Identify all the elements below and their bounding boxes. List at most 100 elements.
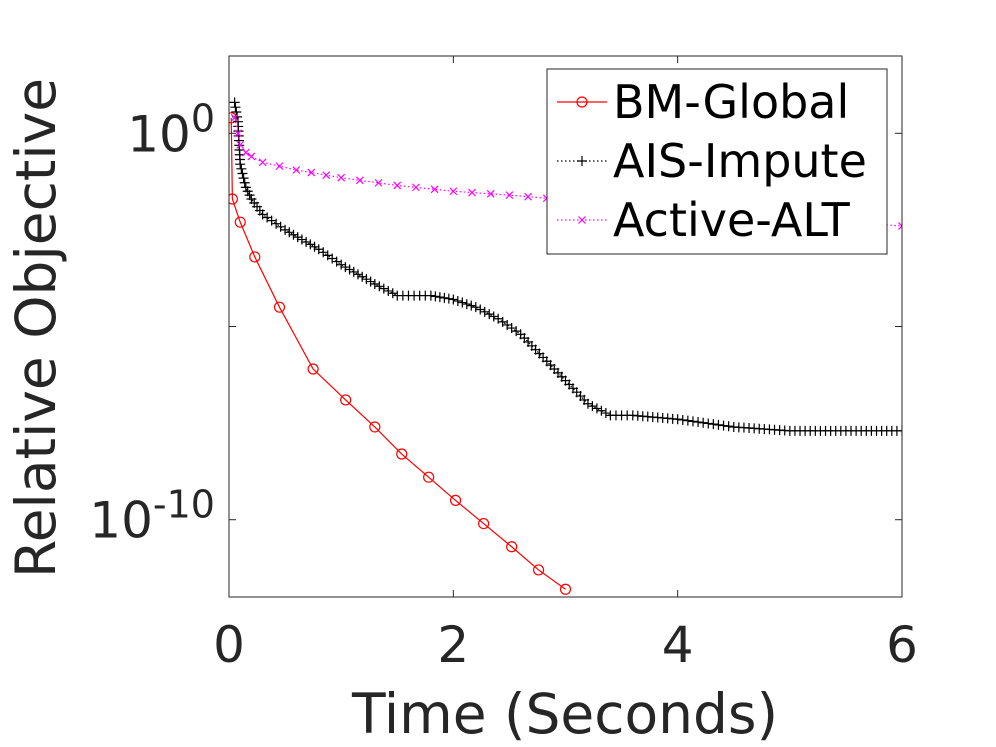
data-point <box>239 177 250 188</box>
data-point <box>258 158 267 167</box>
series-line-ais-impute <box>234 102 902 432</box>
data-point <box>238 173 249 184</box>
data-point <box>470 302 481 313</box>
data-point <box>344 264 355 275</box>
data-point <box>698 417 709 428</box>
data-point <box>448 294 459 305</box>
data-point <box>677 414 688 425</box>
data-point <box>288 229 299 240</box>
data-point <box>365 276 376 287</box>
data-point <box>423 471 435 483</box>
data-point <box>235 159 246 170</box>
data-point <box>430 291 441 302</box>
data-point <box>449 494 462 506</box>
data-point <box>443 293 454 304</box>
data-point <box>387 288 398 299</box>
legend-label: Active-ALT <box>613 193 851 247</box>
data-point <box>672 414 683 425</box>
legend-marker <box>578 216 586 224</box>
data-point <box>718 420 729 431</box>
y-tick-label: 10-10 <box>89 483 215 550</box>
data-point <box>275 162 284 171</box>
data-point <box>292 232 303 243</box>
data-point <box>369 278 380 289</box>
data-point <box>475 304 486 315</box>
data-point <box>229 97 240 108</box>
data-point <box>273 301 286 313</box>
data-point <box>236 140 245 149</box>
data-point <box>484 309 495 320</box>
x-tick-label: 4 <box>662 616 694 674</box>
data-point <box>352 269 363 280</box>
data-point <box>505 191 514 200</box>
legend-label: AIS-Impute <box>613 134 867 188</box>
data-point <box>486 189 495 198</box>
data-point <box>600 408 611 419</box>
data-point <box>478 517 490 530</box>
legend-marker <box>577 156 587 166</box>
data-point <box>596 405 607 416</box>
data-point <box>412 183 420 192</box>
data-point <box>230 102 241 113</box>
data-point <box>322 171 331 180</box>
data-point <box>229 112 237 124</box>
data-point <box>355 176 364 185</box>
data-point <box>307 363 319 375</box>
legend-box <box>546 68 888 255</box>
ticks-layer: 0 2 4 6 10-10 100 <box>89 56 918 674</box>
data-point <box>591 403 602 414</box>
data-point <box>374 178 383 187</box>
data-point <box>369 421 381 433</box>
x-tick-label: 2 <box>437 616 469 674</box>
data-point <box>687 416 698 427</box>
data-point <box>348 266 359 277</box>
data-point <box>361 274 372 285</box>
data-point <box>296 234 307 245</box>
data-point <box>237 168 248 179</box>
y-tick-label: 100 <box>127 96 215 163</box>
series-bm-global <box>229 112 572 595</box>
data-point <box>693 417 704 428</box>
data-point <box>524 192 533 201</box>
y-axis-title: Relative Objective <box>4 78 68 578</box>
data-point <box>468 188 476 197</box>
data-point <box>439 292 450 303</box>
data-point <box>241 148 250 157</box>
x-tick-label: 6 <box>886 616 918 674</box>
x-tick-label: 0 <box>213 616 245 674</box>
data-point <box>449 187 458 196</box>
data-point <box>466 300 477 311</box>
data-point <box>713 419 724 430</box>
data-point <box>559 583 572 595</box>
data-point <box>234 129 242 138</box>
data-point <box>374 281 385 292</box>
x-axis-title: Time (Seconds) <box>351 682 778 746</box>
data-point <box>457 297 468 308</box>
data-point <box>532 564 545 576</box>
data-point <box>340 394 352 406</box>
data-point <box>378 283 389 294</box>
data-point <box>383 285 394 296</box>
data-point <box>723 421 734 432</box>
data-point <box>337 173 346 182</box>
data-point <box>307 168 316 177</box>
data-point <box>234 216 246 228</box>
data-point <box>430 185 439 194</box>
data-point <box>340 262 351 273</box>
data-point <box>280 224 291 235</box>
data-point <box>587 401 598 412</box>
legend-marker <box>576 96 588 108</box>
data-point <box>284 227 295 238</box>
series-ais-impute <box>229 97 902 436</box>
data-point <box>682 415 693 426</box>
data-point <box>897 425 902 436</box>
data-point <box>488 311 499 322</box>
data-point <box>582 398 593 409</box>
data-point <box>898 222 902 230</box>
legend-item-active-alt: Active-ALT <box>557 193 851 247</box>
data-point <box>249 251 261 263</box>
data-point <box>305 239 316 250</box>
data-point <box>703 418 714 429</box>
data-point <box>357 271 368 282</box>
